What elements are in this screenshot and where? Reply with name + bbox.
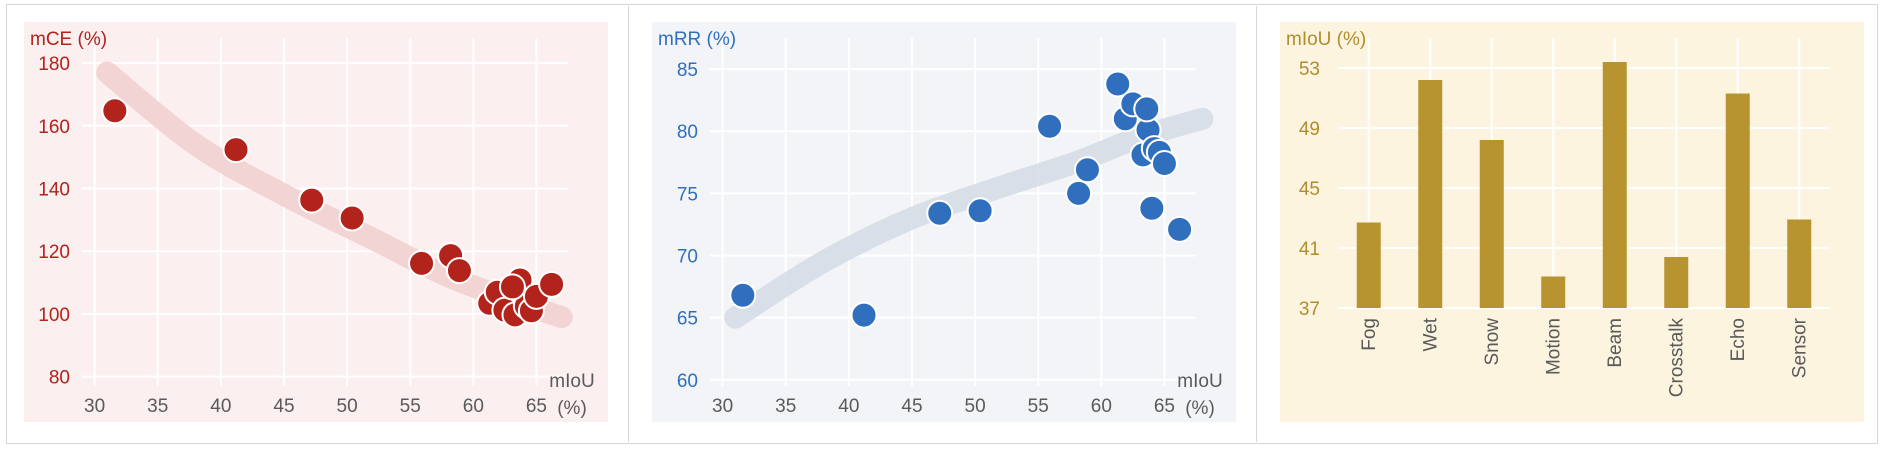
miou-bar	[1418, 80, 1443, 308]
miou-category-label: Motion	[1543, 318, 1564, 375]
mce-x-tick-label: 60	[463, 396, 484, 417]
panel-divider	[628, 6, 629, 442]
miou-category-label: Sensor	[1789, 317, 1810, 378]
miou-y-tick-label: 53	[1299, 59, 1320, 80]
mce-x-axis-label-unit: (%)	[557, 398, 587, 419]
mce-x-tick-label: 40	[210, 396, 231, 417]
mrr-x-tick-label: 65	[1154, 396, 1175, 417]
mrr-y-tick-label: 75	[677, 184, 698, 205]
mce-y-tick-label: 160	[38, 117, 70, 138]
mce-y-tick-label: 100	[38, 305, 70, 326]
miou-bar	[1479, 140, 1504, 308]
miou-bar	[1664, 257, 1689, 308]
mce-y-tick-label: 180	[38, 54, 70, 75]
mrr-x-tick-label: 60	[1091, 396, 1112, 417]
miou-bar-chart: 37 41 45 49 53 Fog Wet Snow Motion Beam Crosstalk E…	[1280, 22, 1864, 422]
miou-category-label: Echo	[1728, 318, 1749, 361]
mrr-y-tick-label: 80	[677, 122, 698, 143]
mrr-data-point	[1073, 156, 1101, 184]
mce-title: mCE (%)	[30, 29, 107, 50]
miou-chart-panel: 37 41 45 49 53 Fog Wet Snow Motion Beam Crosstalk E…	[1280, 22, 1864, 422]
miou-bar	[1356, 222, 1381, 308]
mrr-title: mRR (%)	[658, 29, 736, 50]
mrr-data-point	[966, 197, 994, 225]
mrr-data-point	[1133, 95, 1161, 123]
mrr-data-point	[729, 281, 757, 309]
mce-data-point	[298, 186, 326, 214]
mrr-x-axis-label-unit: (%)	[1185, 398, 1215, 419]
miou-bar	[1541, 276, 1566, 308]
mce-y-tick-label: 140	[38, 179, 70, 200]
mce-chart-panel: 80 100 120 140 160 180 30 35 40 45 50 55 60 65 mCE (%)…	[24, 22, 608, 422]
mce-data-point	[408, 249, 436, 277]
mrr-x-tick-label: 35	[775, 396, 796, 417]
miou-category-label: Beam	[1605, 318, 1626, 368]
miou-title: mIoU (%)	[1286, 29, 1366, 50]
miou-y-tick-label: 37	[1299, 299, 1320, 320]
mrr-data-point	[1104, 70, 1132, 98]
mrr-x-axis-label-metric: mIoU	[1177, 371, 1222, 392]
miou-bar	[1787, 219, 1812, 308]
miou-y-tick-label: 45	[1299, 179, 1320, 200]
panel-divider	[1256, 6, 1257, 442]
mce-data-point	[338, 204, 366, 232]
miou-bar	[1602, 62, 1627, 308]
mrr-y-tick-label: 70	[677, 247, 698, 268]
miou-category-label: Wet	[1420, 317, 1441, 351]
mce-data-point	[445, 257, 473, 285]
mrr-x-tick-label: 30	[712, 396, 733, 417]
miou-category-label: Fog	[1359, 318, 1380, 351]
mce-data-point	[222, 136, 250, 164]
mrr-x-tick-label: 45	[901, 396, 922, 417]
mrr-data-point	[926, 199, 954, 227]
miou-category-label: Crosstalk	[1666, 318, 1687, 398]
miou-y-tick-label: 41	[1299, 239, 1320, 260]
mce-scatter-chart: 80 100 120 140 160 180 30 35 40 45 50 55 60 65 mCE (%)…	[24, 22, 608, 422]
mrr-scatter-chart: 60 65 70 75 80 85 30 35 40 45 50 55 60 65 mRR (%) mIoU (…	[652, 22, 1236, 422]
mce-x-tick-label: 45	[273, 396, 294, 417]
mrr-y-tick-label: 85	[677, 60, 698, 81]
miou-bar	[1725, 93, 1750, 308]
miou-plot-background	[1280, 22, 1864, 422]
miou-y-tick-label: 49	[1299, 119, 1320, 140]
mrr-y-tick-label: 60	[677, 371, 698, 392]
mrr-data-point	[1138, 194, 1166, 222]
mce-x-tick-label: 65	[526, 396, 547, 417]
mrr-y-tick-label: 65	[677, 309, 698, 330]
mrr-data-point	[1166, 215, 1194, 243]
mce-x-tick-label: 35	[147, 396, 168, 417]
mrr-data-point	[1065, 179, 1093, 207]
mce-y-tick-label: 120	[38, 242, 70, 263]
mce-data-point	[498, 273, 526, 301]
mce-data-point	[538, 270, 566, 298]
mrr-chart-panel: 60 65 70 75 80 85 30 35 40 45 50 55 60 65 mRR (%) mIoU (…	[652, 22, 1236, 422]
mrr-data-point	[1150, 150, 1178, 178]
mrr-data-point	[1036, 112, 1064, 140]
mce-x-tick-label: 30	[84, 396, 105, 417]
mce-y-tick-label: 80	[49, 368, 70, 389]
mce-x-tick-label: 55	[400, 396, 421, 417]
miou-category-label: Snow	[1482, 318, 1503, 366]
mrr-x-tick-label: 55	[1028, 396, 1049, 417]
mrr-x-tick-label: 50	[965, 396, 986, 417]
mce-data-point	[101, 97, 129, 125]
mrr-data-point	[850, 301, 878, 329]
mce-x-tick-label: 50	[337, 396, 358, 417]
mrr-x-tick-label: 40	[838, 396, 859, 417]
mce-x-axis-label-metric: mIoU	[549, 371, 594, 392]
